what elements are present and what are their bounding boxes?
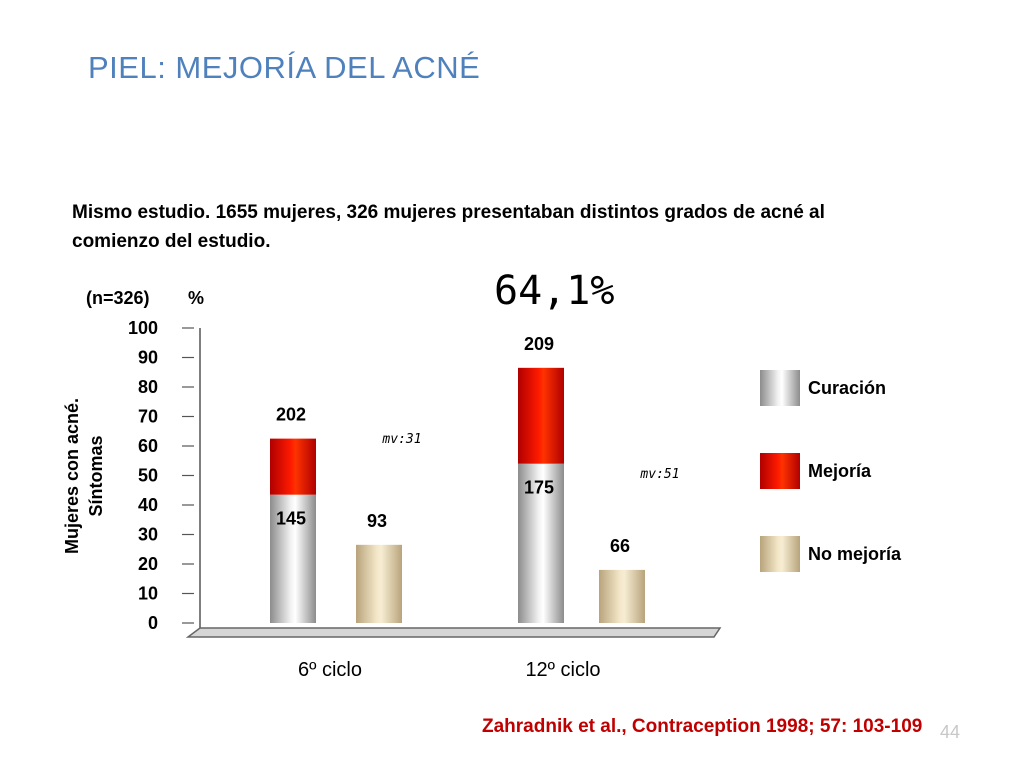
- bar-no-mejoria: [599, 569, 645, 623]
- legend-swatch-curacion: [760, 370, 800, 406]
- legend-item-curacion: Curación: [760, 370, 980, 406]
- data-label-total: 202: [276, 405, 306, 425]
- x-tick-label: 6º ciclo: [298, 659, 362, 681]
- legend-swatch-no-mejoria: [760, 536, 800, 572]
- sample-size-label: (n=326): [86, 288, 150, 308]
- mv-annotation: mv:31: [381, 432, 421, 447]
- y-tick-label: 40: [138, 495, 158, 515]
- highlight-percentage: 64,1%: [494, 268, 615, 314]
- data-label-total: 209: [524, 334, 554, 354]
- citation: Zahradnik et al., Contraception 1998; 57…: [482, 716, 923, 737]
- y-tick-label: 10: [138, 584, 158, 604]
- y-tick-label: 80: [138, 377, 158, 397]
- legend-label-no-mejoria: No mejoría: [808, 544, 902, 564]
- bar-mejoria: [518, 367, 564, 464]
- x-tick-label: 12º ciclo: [525, 659, 600, 681]
- bar-curacion: [518, 463, 564, 623]
- data-label-curacion: 175: [524, 478, 554, 498]
- y-tick-label: 60: [138, 436, 158, 456]
- legend-item-no-mejoria: No mejoría: [760, 536, 980, 572]
- y-tick-label: 20: [138, 554, 158, 574]
- data-label-curacion: 145: [276, 509, 306, 529]
- y-tick-label: 100: [128, 318, 158, 338]
- page-number: 44: [940, 722, 961, 742]
- page-title: PIEL: MEJORÍA DEL ACNÉ: [88, 50, 481, 85]
- y-tick-label: 0: [148, 613, 158, 633]
- y-tick-label: 50: [138, 466, 158, 486]
- bar-mejoria: [270, 438, 316, 495]
- legend-label-mejoria: Mejoría: [808, 461, 872, 481]
- unit-label: %: [188, 288, 205, 308]
- legend-item-mejoria: Mejoría: [760, 453, 980, 489]
- legend-swatch-mejoria: [760, 453, 800, 489]
- data-label-no-mejoria: 66: [610, 536, 630, 556]
- y-tick-label: 90: [138, 348, 158, 368]
- chart-floor: [185, 627, 722, 638]
- mv-annotation: mv:51: [639, 467, 679, 482]
- intro-text: Mismo estudio. 1655 mujeres, 326 mujeres…: [72, 202, 825, 252]
- bar-no-mejoria: [356, 544, 402, 623]
- bar-curacion: [270, 494, 316, 623]
- data-label-no-mejoria: 93: [367, 511, 387, 531]
- y-tick-label: 70: [138, 407, 158, 427]
- y-tick-label: 30: [138, 525, 158, 545]
- legend-label-curacion: Curación: [808, 378, 887, 398]
